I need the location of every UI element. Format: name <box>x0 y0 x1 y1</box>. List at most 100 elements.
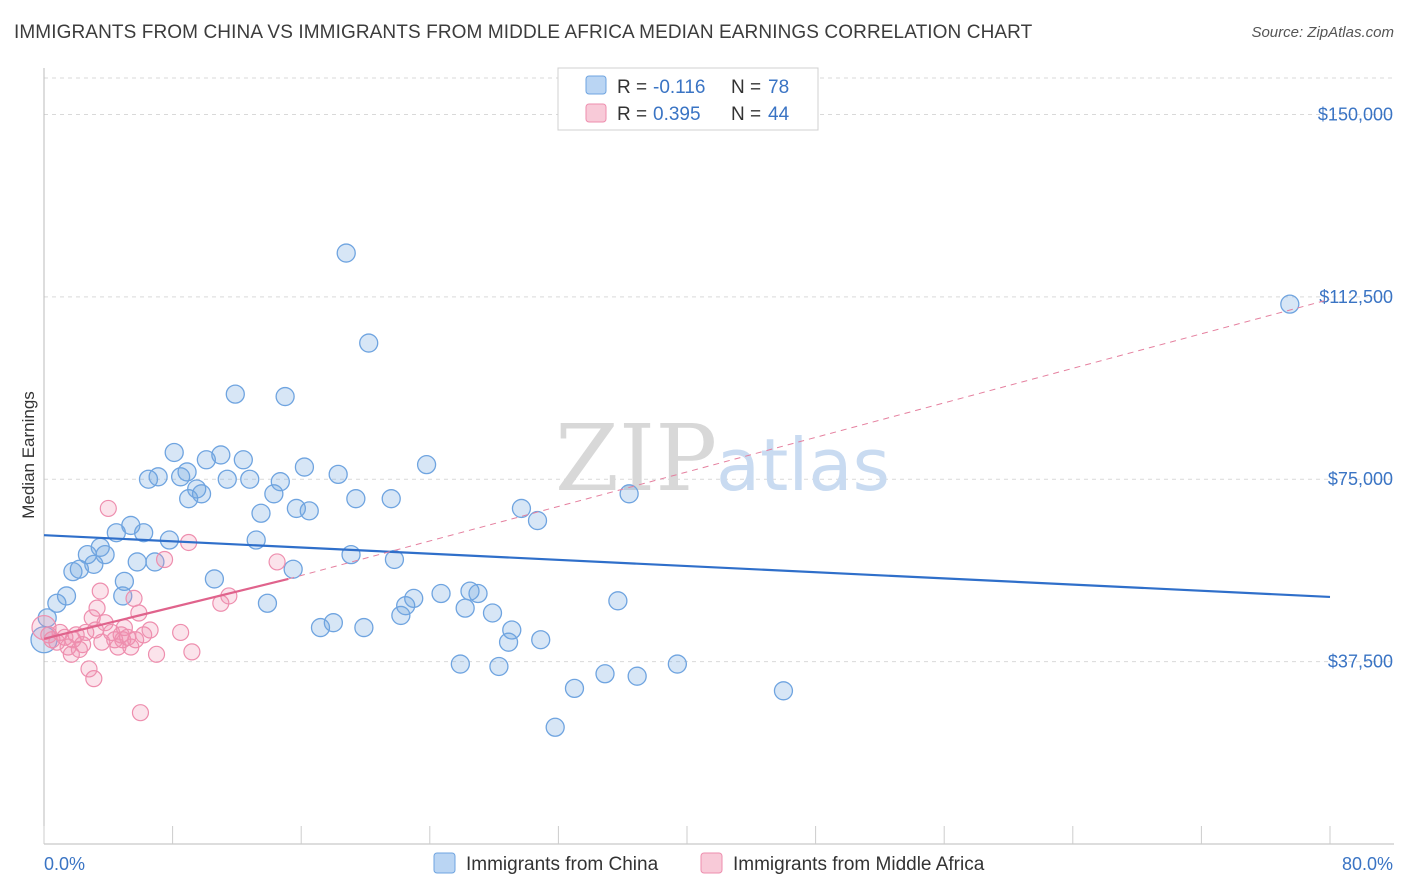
point-middle-africa-36 <box>147 645 166 663</box>
legend-swatch-china <box>585 75 607 95</box>
bottom-legend-swatch-china <box>433 852 456 874</box>
legend-r-value-china: -0.116 <box>653 77 705 98</box>
point-china-15 <box>134 523 154 543</box>
point-china-68 <box>531 630 551 650</box>
point-middle-africa-30 <box>125 589 143 607</box>
point-china-46 <box>336 243 356 263</box>
point-middle-africa-7 <box>62 645 80 663</box>
point-china-35 <box>257 593 278 613</box>
y-tick-labels: $37,500 $75,000 $112,500 $150,000 <box>1318 104 1393 671</box>
point-china-11 <box>113 586 133 606</box>
bottom-legend-label-china: Immigrants from China <box>466 854 659 875</box>
point-china-67 <box>527 510 548 531</box>
point-china-12 <box>114 571 135 592</box>
point-china-49 <box>354 617 374 638</box>
point-china-48 <box>346 489 366 509</box>
x-tick-label-start: 0.0% <box>44 854 85 874</box>
point-china-5 <box>69 559 90 579</box>
point-china-73 <box>619 484 639 504</box>
point-middle-africa-18 <box>91 582 109 600</box>
point-china-50 <box>359 333 379 353</box>
grid-lines <box>44 77 1394 663</box>
legend-swatch-middle-africa <box>585 103 607 123</box>
series-china-points <box>30 243 1300 737</box>
point-china-3 <box>56 586 77 606</box>
point-china-53 <box>391 605 411 626</box>
y-tick-label-0: $37,500 <box>1328 652 1393 672</box>
point-middle-africa-15 <box>85 670 103 688</box>
point-china-74 <box>627 666 647 686</box>
point-china-66 <box>511 498 532 519</box>
point-china-25 <box>191 484 212 504</box>
y-tick-label-3: $150,000 <box>1318 104 1393 124</box>
point-middle-africa-37 <box>155 550 174 569</box>
point-china-44 <box>323 613 344 633</box>
point-middle-africa-10 <box>70 640 88 659</box>
point-china-9 <box>95 544 115 565</box>
axes <box>43 68 1394 845</box>
point-middle-africa-43 <box>268 553 286 571</box>
point-middle-africa-35 <box>141 621 159 639</box>
watermark: ZIP atlas <box>555 405 890 512</box>
trend-line-china <box>43 534 1331 599</box>
point-middle-africa-21 <box>99 499 117 518</box>
point-china-27 <box>204 569 225 589</box>
point-china-34 <box>251 503 271 523</box>
point-china-28 <box>211 445 231 465</box>
point-china-70 <box>564 678 585 699</box>
trend-line-middle-africa-extension <box>288 298 1331 580</box>
point-china-65 <box>502 620 522 640</box>
point-middle-africa-40 <box>183 643 201 661</box>
legend-n-label-middle-africa: N = <box>731 104 761 125</box>
point-china-26 <box>196 450 217 470</box>
point-china-52 <box>384 549 405 570</box>
point-china-56 <box>416 454 437 475</box>
point-china-51 <box>381 489 401 509</box>
point-china-39 <box>283 559 303 579</box>
point-china-14 <box>127 552 147 572</box>
point-china-75 <box>667 654 688 674</box>
point-middle-africa-13 <box>80 660 98 678</box>
point-china-29 <box>217 469 237 489</box>
x-tick-labels: 0.0% 80.0% <box>44 854 1393 874</box>
point-middle-africa-33 <box>131 704 150 722</box>
point-china-30 <box>225 384 245 404</box>
trend-lines <box>43 298 1331 640</box>
point-china-59 <box>455 598 475 618</box>
point-middle-africa-17 <box>88 599 106 617</box>
point-middle-africa-31 <box>127 631 145 649</box>
bottom-legend-swatch-middle-africa <box>700 852 723 874</box>
point-china-54 <box>396 596 416 616</box>
legend-n-value-china: 78 <box>768 77 789 98</box>
point-china-38 <box>275 386 295 407</box>
y-axis-title: Median Earnings <box>19 391 38 519</box>
point-china-36 <box>264 484 284 504</box>
watermark-atlas: atlas <box>716 423 890 507</box>
y-tick-label-2: $112,500 <box>1319 287 1393 307</box>
y-tick-label-1: $75,000 <box>1328 469 1393 489</box>
point-middle-africa-32 <box>130 604 148 622</box>
watermark-zip: ZIP <box>555 405 717 512</box>
point-china-58 <box>450 654 470 674</box>
point-china-57 <box>431 583 451 604</box>
trend-line-middle-africa <box>43 577 289 640</box>
point-china-41 <box>294 457 315 477</box>
point-china-22 <box>177 462 197 482</box>
source-label: Source: ZipAtlas.com <box>1251 24 1394 41</box>
point-china-64 <box>498 632 519 652</box>
chart-title: IMMIGRANTS FROM CHINA VS IMMIGRANTS FROM… <box>14 22 1033 43</box>
point-china-76 <box>773 681 794 701</box>
point-china-20 <box>164 442 184 463</box>
legend-n-value-middle-africa: 44 <box>768 104 790 125</box>
legend-r-label-middle-africa: R = <box>617 104 647 125</box>
x-tick-label-end: 80.0% <box>1342 854 1393 874</box>
point-china-69 <box>545 717 565 737</box>
point-china-31 <box>233 450 253 470</box>
point-china-18 <box>148 467 168 487</box>
point-china-63 <box>489 656 509 677</box>
point-china-17 <box>145 552 165 572</box>
bottom-legend-label-middle-africa: Immigrants from Middle Africa <box>733 854 985 875</box>
point-china-32 <box>240 469 260 489</box>
legend-r-label-china: R = <box>617 77 647 98</box>
